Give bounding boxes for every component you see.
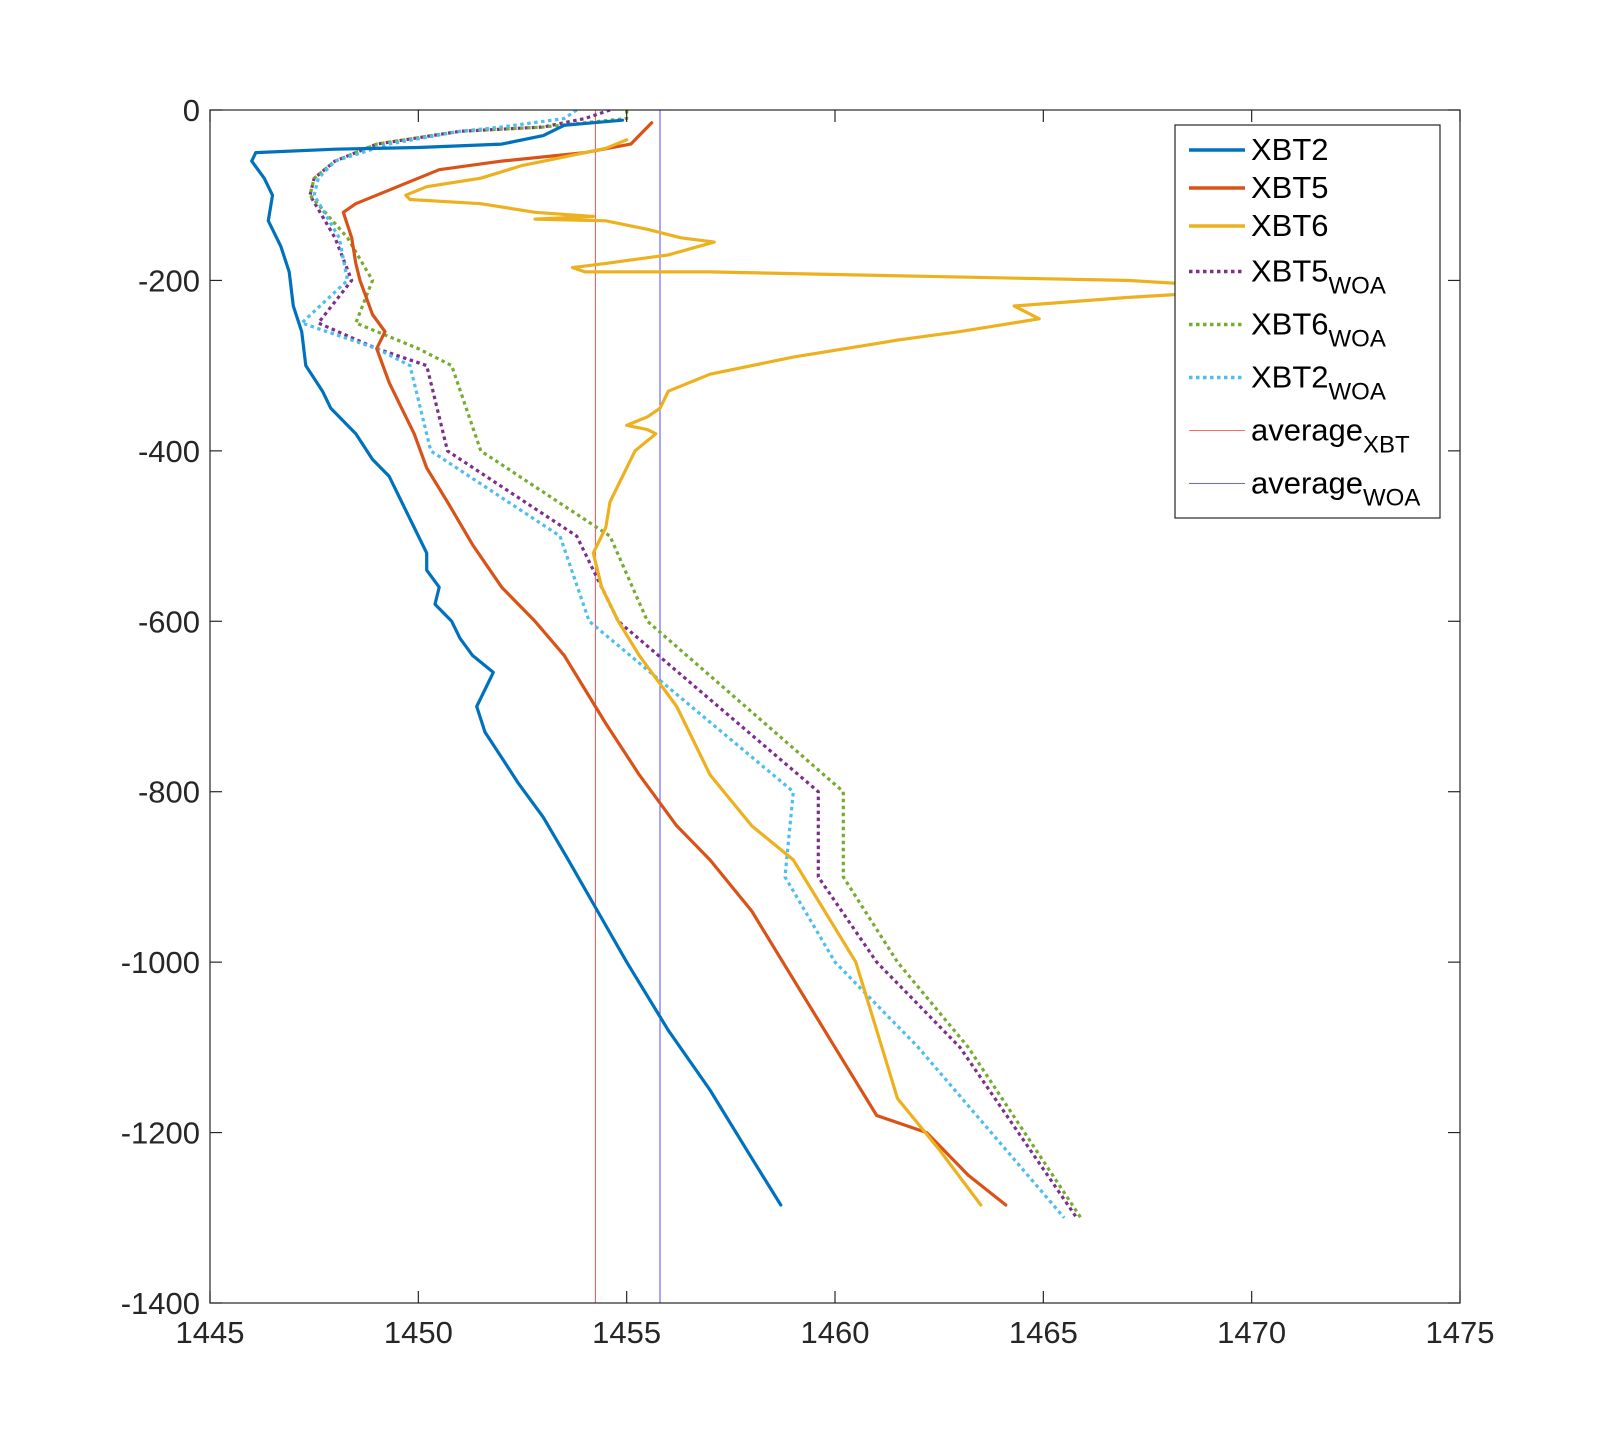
legend: XBT2XBT5XBT6XBT5WOAXBT6WOAXBT2WOAaverage… (1174, 124, 1441, 519)
x-tick-label: 1475 (1426, 1315, 1495, 1350)
legend-label-subscript: WOA (1329, 273, 1386, 300)
legend-label-base: XBT5 (1251, 254, 1329, 289)
legend-label: XBT5WOA (1251, 254, 1386, 300)
legend-label: XBT2WOA (1251, 360, 1386, 406)
series-line-xbt6 (404, 138, 1275, 1207)
legend-label-base: XBT6 (1251, 208, 1329, 243)
x-tick-label: 1450 (384, 1315, 453, 1350)
y-tick-label: -600 (138, 604, 200, 639)
legend-label: XBT6 (1251, 208, 1329, 243)
x-tick-label: 1465 (1009, 1315, 1078, 1350)
plot-area (250, 110, 1275, 1303)
legend-label-base: XBT6 (1251, 307, 1329, 342)
legend-box (1174, 124, 1441, 519)
y-tick-label: 0 (183, 93, 200, 128)
legend-label-subscript: WOA (1329, 326, 1386, 353)
series-line-xbt5 (341, 121, 1008, 1207)
legend-label-base: XBT2 (1251, 360, 1329, 395)
series-line-xbt5woa (308, 110, 1079, 1219)
y-tick-label: -1200 (121, 1116, 200, 1151)
plot-clip-group (250, 110, 1275, 1303)
x-tick-label: 1470 (1217, 1315, 1286, 1350)
legend-label-base: XBT2 (1251, 132, 1329, 167)
legend-label-base: average (1251, 466, 1363, 501)
legend-label-subscript: WOA (1363, 485, 1420, 512)
x-tick-label: 1455 (592, 1315, 661, 1350)
legend-label-subscript: XBT (1363, 432, 1410, 459)
legend-label: averageXBT (1251, 413, 1410, 459)
x-tick-label: 1445 (176, 1315, 245, 1350)
legend-label: XBT6WOA (1251, 307, 1386, 353)
legend-label: XBT5 (1251, 170, 1329, 205)
y-tick-label: -400 (138, 434, 200, 469)
y-tick-label: -800 (138, 775, 200, 810)
y-tick-label: -1400 (121, 1286, 200, 1321)
legend-label-subscript: WOA (1329, 379, 1386, 406)
y-tick-label: -200 (138, 263, 200, 298)
legend-label: XBT2 (1251, 132, 1329, 167)
axes: 1445 1450 1455 1460 1465 1470 1475 0 -200 -400 -60… (121, 93, 1495, 1350)
y-tick-label: -1000 (121, 945, 200, 980)
legend-label-base: average (1251, 413, 1363, 448)
series-line-xbt2 (250, 118, 783, 1207)
legend-label-base: XBT5 (1251, 170, 1329, 205)
x-tick-label: 1460 (801, 1315, 870, 1350)
legend-label: averageWOA (1251, 466, 1420, 512)
